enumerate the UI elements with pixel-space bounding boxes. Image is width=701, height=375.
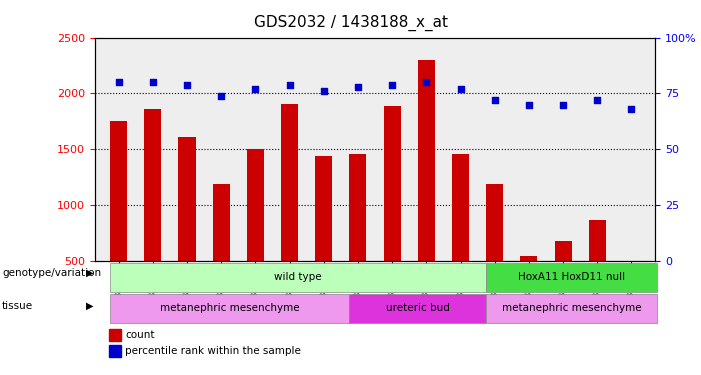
Text: GDS2032 / 1438188_x_at: GDS2032 / 1438188_x_at xyxy=(254,15,447,31)
Bar xyxy=(109,345,121,357)
Bar xyxy=(110,122,127,261)
Point xyxy=(353,84,364,90)
Point xyxy=(318,88,329,94)
Point xyxy=(626,106,637,112)
Bar xyxy=(179,137,196,261)
Point xyxy=(489,97,501,103)
Bar xyxy=(554,241,571,261)
Point xyxy=(386,81,397,87)
Point xyxy=(284,81,295,87)
FancyBboxPatch shape xyxy=(110,294,349,323)
FancyBboxPatch shape xyxy=(486,263,657,291)
FancyBboxPatch shape xyxy=(110,263,486,291)
Text: metanephric mesenchyme: metanephric mesenchyme xyxy=(160,303,299,313)
Text: wild type: wild type xyxy=(274,272,322,282)
Text: ureteric bud: ureteric bud xyxy=(386,303,450,313)
Point xyxy=(182,81,193,87)
Point xyxy=(557,102,569,108)
FancyBboxPatch shape xyxy=(486,294,657,323)
Point xyxy=(592,97,603,103)
Text: ▶: ▶ xyxy=(86,301,93,310)
Bar xyxy=(520,256,538,261)
Text: HoxA11 HoxD11 null: HoxA11 HoxD11 null xyxy=(518,272,625,282)
Bar xyxy=(452,154,469,261)
Bar xyxy=(418,60,435,261)
Point xyxy=(455,86,466,92)
Text: tissue: tissue xyxy=(2,301,33,310)
Point xyxy=(250,86,261,92)
Bar xyxy=(349,154,367,261)
Bar xyxy=(144,109,161,261)
Point xyxy=(215,93,226,99)
Bar xyxy=(212,184,230,261)
Point xyxy=(147,79,158,85)
Text: genotype/variation: genotype/variation xyxy=(2,268,101,278)
Text: percentile rank within the sample: percentile rank within the sample xyxy=(125,346,301,355)
Point xyxy=(113,79,124,85)
Bar xyxy=(281,104,298,261)
Point xyxy=(524,102,535,108)
Bar xyxy=(589,220,606,261)
Bar xyxy=(109,329,121,341)
Bar xyxy=(383,106,401,261)
Text: ▶: ▶ xyxy=(86,268,93,278)
Bar xyxy=(486,184,503,261)
Point xyxy=(421,79,432,85)
FancyBboxPatch shape xyxy=(349,294,486,323)
Bar xyxy=(247,150,264,261)
Text: metanephric mesenchyme: metanephric mesenchyme xyxy=(502,303,641,313)
Text: count: count xyxy=(125,330,155,340)
Bar xyxy=(315,156,332,261)
